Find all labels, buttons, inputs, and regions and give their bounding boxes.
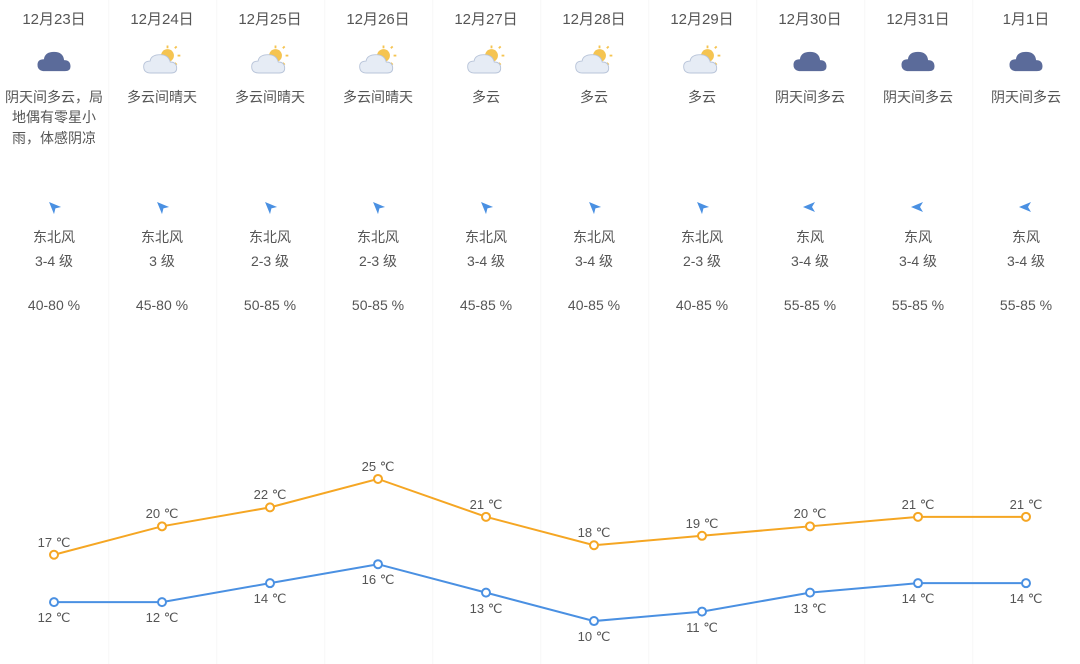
date-label: 12月29日	[670, 0, 733, 43]
wind-direction: 东北风	[573, 227, 615, 247]
wind-arrow-icon	[260, 197, 280, 217]
date-label: 12月31日	[886, 0, 949, 43]
day-column: 12月27日多云东北风 3-4 级 45-85 %	[432, 0, 540, 664]
condition-text: 多云	[684, 81, 720, 191]
wind-level: 2-3 级	[359, 251, 397, 271]
wind-level: 2-3 级	[683, 251, 721, 271]
column-divider	[216, 0, 218, 664]
wind-level: 3-4 级	[899, 251, 937, 271]
partly-cloudy-icon	[680, 43, 724, 81]
humidity: 40-85 %	[568, 297, 620, 313]
wind-direction: 东北风	[33, 227, 75, 247]
partly-cloudy-icon	[356, 43, 400, 81]
wind-arrow-icon	[1016, 197, 1036, 217]
column-divider	[324, 0, 326, 664]
condition-text: 多云间晴天	[339, 81, 417, 191]
humidity: 55-85 %	[784, 297, 836, 313]
humidity: 40-85 %	[676, 297, 728, 313]
column-divider	[972, 0, 974, 664]
day-column: 12月31日阴天间多云东风 3-4 级 55-85 %	[864, 0, 972, 664]
date-label: 12月26日	[346, 0, 409, 43]
day-column: 1月1日阴天间多云东风 3-4 级 55-85 %	[972, 0, 1080, 664]
column-divider	[432, 0, 434, 664]
day-column: 12月23日阴天间多云，局地偶有零星小雨，体感阴凉东北风 3-4 级 40-80 %	[0, 0, 108, 664]
wind-arrow-icon	[44, 197, 64, 217]
day-column: 12月26日多云间晴天东北风 2-3 级 50-85 %	[324, 0, 432, 664]
day-column: 12月28日多云东北风 3-4 级 40-85 %	[540, 0, 648, 664]
forecast-container: 12月23日阴天间多云，局地偶有零星小雨，体感阴凉东北风 3-4 级 40-80 %…	[0, 0, 1080, 664]
date-label: 12月23日	[22, 0, 85, 43]
wind-level: 3-4 级	[1007, 251, 1045, 271]
condition-text: 阴天间多云	[771, 81, 849, 191]
column-divider	[756, 0, 758, 664]
day-column: 12月24日多云间晴天东北风 3 级 45-80 %	[108, 0, 216, 664]
date-label: 12月24日	[130, 0, 193, 43]
wind-direction: 东北风	[357, 227, 399, 247]
day-column: 12月29日多云东北风 2-3 级 40-85 %	[648, 0, 756, 664]
wind-arrow-icon	[152, 197, 172, 217]
column-divider	[108, 0, 110, 664]
condition-text: 多云间晴天	[231, 81, 309, 191]
humidity: 55-85 %	[1000, 297, 1052, 313]
wind-arrow-icon	[476, 197, 496, 217]
wind-arrow-icon	[692, 197, 712, 217]
partly-cloudy-icon	[464, 43, 508, 81]
date-label: 12月27日	[454, 0, 517, 43]
wind-arrow-icon	[908, 197, 928, 217]
wind-arrow-icon	[584, 197, 604, 217]
day-column: 12月30日阴天间多云东风 3-4 级 55-85 %	[756, 0, 864, 664]
wind-direction: 东风	[1012, 227, 1040, 247]
column-divider	[540, 0, 542, 664]
wind-level: 3 级	[149, 251, 175, 271]
date-label: 12月28日	[562, 0, 625, 43]
day-column: 12月25日多云间晴天东北风 2-3 级 50-85 %	[216, 0, 324, 664]
humidity: 55-85 %	[892, 297, 944, 313]
humidity: 40-80 %	[28, 297, 80, 313]
wind-direction: 东北风	[249, 227, 291, 247]
partly-cloudy-icon	[572, 43, 616, 81]
date-label: 12月30日	[778, 0, 841, 43]
wind-level: 3-4 级	[467, 251, 505, 271]
overcast-icon	[896, 43, 940, 81]
wind-level: 3-4 级	[791, 251, 829, 271]
condition-text: 多云	[576, 81, 612, 191]
column-divider	[864, 0, 866, 664]
wind-direction: 东北风	[681, 227, 723, 247]
humidity: 50-85 %	[352, 297, 404, 313]
date-label: 1月1日	[1003, 0, 1050, 43]
condition-text: 多云	[468, 81, 504, 191]
wind-level: 3-4 级	[35, 251, 73, 271]
humidity: 50-85 %	[244, 297, 296, 313]
condition-text: 多云间晴天	[123, 81, 201, 191]
wind-direction: 东风	[796, 227, 824, 247]
column-divider	[648, 0, 650, 664]
condition-text: 阴天间多云	[879, 81, 957, 191]
wind-direction: 东北风	[465, 227, 507, 247]
wind-direction: 东北风	[141, 227, 183, 247]
wind-level: 3-4 级	[575, 251, 613, 271]
partly-cloudy-icon	[140, 43, 184, 81]
wind-direction: 东风	[904, 227, 932, 247]
overcast-icon	[788, 43, 832, 81]
wind-level: 2-3 级	[251, 251, 289, 271]
humidity: 45-85 %	[460, 297, 512, 313]
humidity: 45-80 %	[136, 297, 188, 313]
partly-cloudy-icon	[248, 43, 292, 81]
condition-text: 阴天间多云，局地偶有零星小雨，体感阴凉	[0, 81, 108, 191]
overcast-icon	[32, 43, 76, 81]
wind-arrow-icon	[368, 197, 388, 217]
condition-text: 阴天间多云	[987, 81, 1065, 191]
date-label: 12月25日	[238, 0, 301, 43]
overcast-icon	[1004, 43, 1048, 81]
wind-arrow-icon	[800, 197, 820, 217]
